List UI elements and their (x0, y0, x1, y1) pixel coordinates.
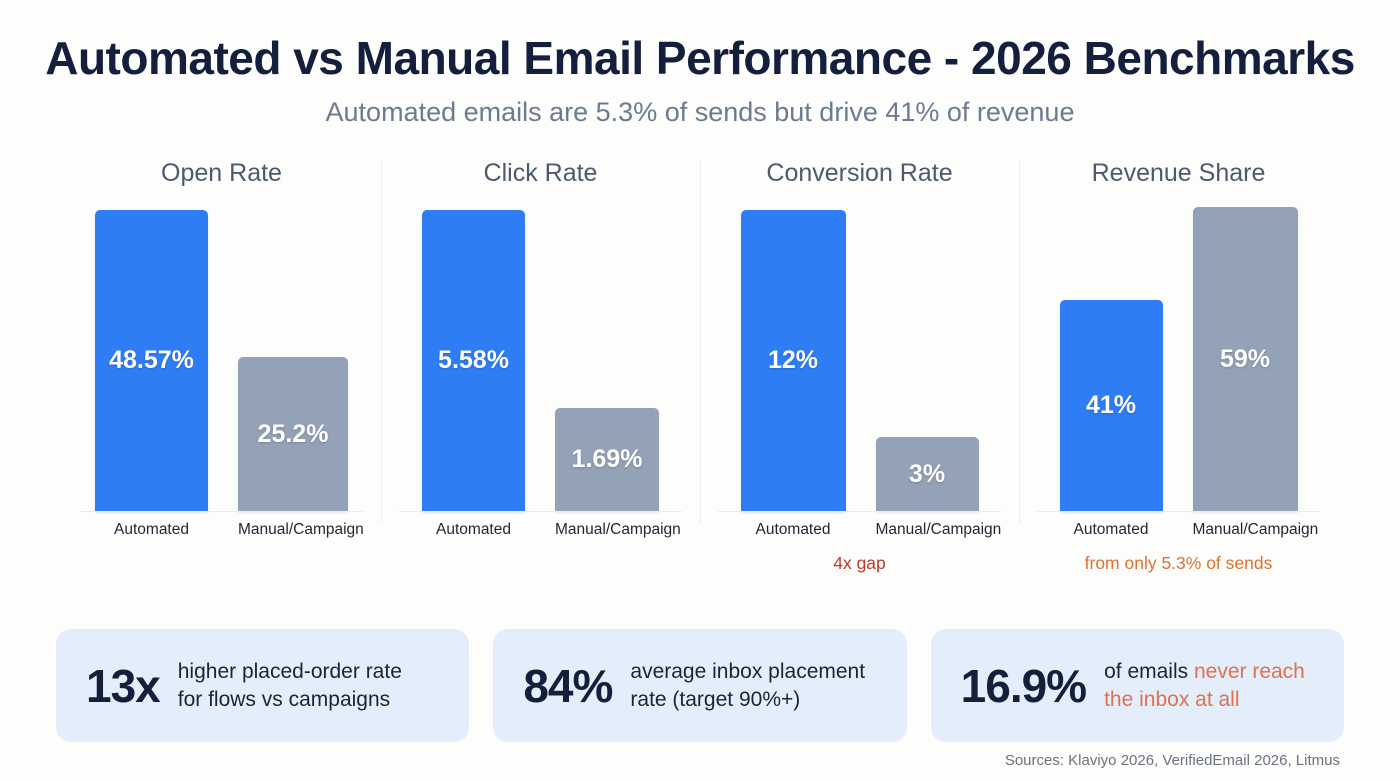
axis-label-automated: Automated (1073, 520, 1149, 538)
chart-panel-click-rate: Click Rate 5.58% 1.69% Automated Manual/… (381, 158, 700, 588)
sources-footer: Sources: Klaviyo 2026, VerifiedEmail 202… (1004, 752, 1340, 769)
chart-panels: Open Rate 48.57% 25.2% Automated Manual/… (0, 158, 1400, 588)
stat-highlight-1: never reach (1193, 659, 1305, 683)
chart-panel-open-rate: Open Rate 48.57% 25.2% Automated Manual/… (62, 158, 381, 588)
axis-labels: Automated Manual/Campaign (700, 521, 1019, 539)
bar-group-automated: 48.57% (95, 194, 208, 512)
stat-line-1: higher placed-order rate (177, 659, 402, 683)
bar-value-label: 48.57% (109, 346, 194, 375)
bar-value-label: 1.69% (571, 445, 643, 474)
bar-group-automated: 41% (1059, 194, 1163, 512)
axis-labels: Automated Manual/Campaign (1019, 521, 1338, 539)
bar-automated[interactable]: 5.58% (422, 209, 525, 512)
axis-label-automated: Automated (436, 520, 511, 538)
bar-value-label: 25.2% (257, 419, 329, 448)
bar-manual[interactable]: 1.69% (555, 407, 659, 512)
page-subtitle: Automated emails are 5.3% of sends but d… (325, 96, 1075, 127)
panel-note: from only 5.3% of sends (1084, 552, 1273, 573)
stat-cards: 13x higher placed-order rate for flows v… (56, 629, 1344, 742)
bar-value-label: 41% (1085, 391, 1137, 420)
stat-description: average inbox placement rate (target 90%… (630, 658, 865, 713)
axis-label-automated: Automated (114, 520, 189, 538)
bar-group-manual: 3% (875, 194, 979, 512)
stat-description: of emails never reach the inbox at all (1104, 658, 1305, 713)
axis-label-manual: Manual/Campaign (555, 520, 681, 538)
bar-manual[interactable]: 3% (875, 436, 979, 512)
stat-card: 84% average inbox placement rate (target… (493, 629, 907, 742)
stat-number: 16.9% (960, 659, 1087, 712)
stat-highlight-2: the inbox at all (1104, 687, 1240, 711)
bar-value-label: 3% (908, 459, 946, 488)
header: Automated vs Manual Email Performance - … (0, 0, 1400, 128)
bar-group-automated: 5.58% (422, 194, 525, 512)
bar-group-automated: 12% (740, 194, 846, 512)
stat-line-2: for flows vs campaigns (177, 687, 391, 711)
bar-group-manual: 25.2% (238, 194, 348, 512)
panel-title: Click Rate (483, 158, 598, 187)
plot-area: 48.57% 25.2% (62, 194, 381, 512)
panel-note: 4x gap (833, 552, 886, 573)
bar-automated[interactable]: 48.57% (95, 209, 208, 512)
axis-labels: Automated Manual/Campaign (62, 521, 381, 539)
stat-description: higher placed-order rate for flows vs ca… (178, 658, 402, 713)
page-title: Automated vs Manual Email Performance - … (45, 32, 1355, 84)
stat-number: 84% (523, 659, 613, 712)
stat-card: 13x higher placed-order rate for flows v… (56, 629, 470, 742)
axis-labels: Automated Manual/Campaign (381, 521, 700, 539)
panel-title: Open Rate (161, 158, 282, 187)
axis-label-automated: Automated (755, 520, 831, 538)
bar-automated[interactable]: 41% (1059, 299, 1163, 512)
bar-automated[interactable]: 12% (740, 209, 846, 512)
plot-area: 12% 3% (700, 194, 1019, 512)
plot-area: 5.58% 1.69% (381, 194, 700, 512)
bar-value-label: 5.58% (438, 346, 509, 375)
bar-manual[interactable]: 25.2% (238, 356, 348, 512)
panel-title: Revenue Share (1091, 158, 1266, 187)
plot-area: 41% 59% (1019, 194, 1338, 512)
stat-card: 16.9% of emails never reach the inbox at… (930, 629, 1344, 742)
stat-line-1: average inbox placement (630, 659, 866, 683)
panel-title: Conversion Rate (766, 158, 953, 187)
stat-line-2: rate (target 90%+) (630, 687, 801, 711)
chart-panel-conversion-rate: Conversion Rate 12% 3% Automated Manual/… (700, 158, 1019, 588)
bar-group-manual: 59% (1192, 194, 1298, 512)
stat-line-1: of emails (1104, 659, 1194, 683)
bar-value-label: 59% (1219, 344, 1271, 373)
bar-manual[interactable]: 59% (1192, 206, 1298, 512)
axis-label-manual: Manual/Campaign (1192, 520, 1319, 538)
bar-value-label: 12% (767, 346, 819, 375)
axis-label-manual: Manual/Campaign (238, 520, 364, 538)
axis-label-manual: Manual/Campaign (875, 520, 1002, 538)
chart-panel-revenue-share: Revenue Share 41% 59% Automated Manual/C… (1019, 158, 1338, 588)
bar-group-manual: 1.69% (555, 194, 659, 512)
stat-number: 13x (86, 659, 161, 712)
